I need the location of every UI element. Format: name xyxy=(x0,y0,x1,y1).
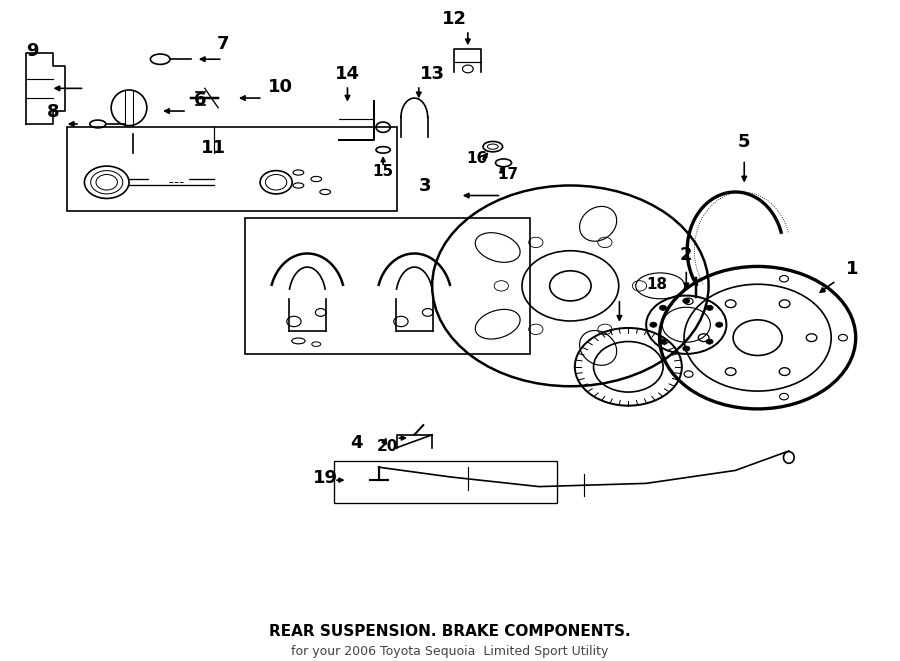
Text: 18: 18 xyxy=(646,277,667,292)
Circle shape xyxy=(683,298,690,303)
Text: 9: 9 xyxy=(26,42,39,60)
Bar xyxy=(245,218,530,354)
Ellipse shape xyxy=(635,273,685,299)
Circle shape xyxy=(706,305,713,311)
Text: 1: 1 xyxy=(846,260,859,278)
Bar xyxy=(334,461,557,503)
Ellipse shape xyxy=(580,206,616,241)
Text: 15: 15 xyxy=(373,164,393,178)
Text: 14: 14 xyxy=(335,65,360,83)
Text: 2: 2 xyxy=(680,246,692,264)
Ellipse shape xyxy=(580,330,616,366)
Bar xyxy=(67,127,397,212)
Text: for your 2006 Toyota Sequoia  Limited Sport Utility: for your 2006 Toyota Sequoia Limited Spo… xyxy=(292,645,608,658)
Text: 5: 5 xyxy=(738,133,751,151)
Text: 4: 4 xyxy=(350,434,363,451)
Circle shape xyxy=(716,322,723,327)
Text: 3: 3 xyxy=(418,176,431,194)
Text: 19: 19 xyxy=(312,469,338,487)
Text: 16: 16 xyxy=(466,151,488,166)
Text: 20: 20 xyxy=(377,439,399,454)
Text: 13: 13 xyxy=(419,65,445,83)
Text: 8: 8 xyxy=(47,104,59,122)
Circle shape xyxy=(706,339,713,344)
Circle shape xyxy=(650,322,657,327)
Text: REAR SUSPENSION. BRAKE COMPONENTS.: REAR SUSPENSION. BRAKE COMPONENTS. xyxy=(269,624,631,639)
Circle shape xyxy=(683,346,690,351)
Ellipse shape xyxy=(475,309,520,339)
Text: 7: 7 xyxy=(216,36,229,54)
Text: 10: 10 xyxy=(268,77,293,96)
Text: 17: 17 xyxy=(498,167,518,182)
Ellipse shape xyxy=(475,233,520,262)
Circle shape xyxy=(660,339,667,344)
Circle shape xyxy=(660,305,667,311)
Text: 11: 11 xyxy=(202,139,226,157)
Text: 12: 12 xyxy=(442,10,467,28)
Text: 6: 6 xyxy=(194,91,207,108)
